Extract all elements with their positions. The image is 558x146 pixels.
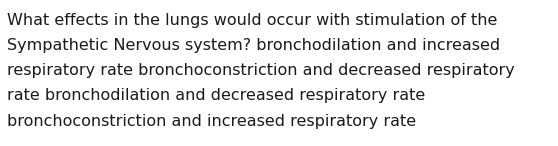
Text: rate bronchodilation and decreased respiratory rate: rate bronchodilation and decreased respi… <box>7 88 426 104</box>
Text: respiratory rate bronchoconstriction and decreased respiratory: respiratory rate bronchoconstriction and… <box>7 63 515 78</box>
Text: What effects in the lungs would occur with stimulation of the: What effects in the lungs would occur wi… <box>7 13 498 28</box>
Text: bronchoconstriction and increased respiratory rate: bronchoconstriction and increased respir… <box>7 114 416 129</box>
Text: Sympathetic Nervous system? bronchodilation and increased: Sympathetic Nervous system? bronchodilat… <box>7 38 501 53</box>
